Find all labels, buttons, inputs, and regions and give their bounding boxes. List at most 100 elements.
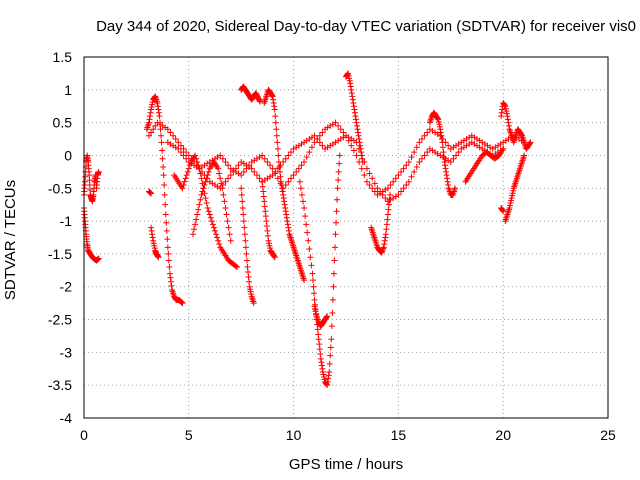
data-point (220, 191, 227, 198)
data-point (227, 237, 234, 244)
data-point (298, 162, 305, 169)
data-point (209, 221, 216, 228)
data-point (383, 221, 390, 228)
data-point (161, 191, 168, 198)
data-point (202, 178, 209, 185)
data-point (160, 172, 167, 179)
data-point (163, 227, 170, 234)
data-point (157, 126, 164, 133)
data-point (350, 99, 357, 106)
data-point (180, 145, 187, 152)
data-point (215, 237, 222, 244)
data-point (521, 152, 528, 159)
data-point (263, 218, 270, 225)
data-point (411, 168, 418, 175)
data-point (207, 214, 214, 221)
data-point (348, 90, 355, 97)
data-point (439, 144, 446, 151)
data-point (384, 211, 391, 218)
data-point (166, 264, 173, 271)
data-point (196, 201, 203, 208)
data-point (411, 149, 418, 156)
series-arc-j (238, 185, 257, 307)
data-point (271, 103, 278, 110)
data-point (283, 211, 290, 218)
data-point (275, 152, 282, 159)
data-point (333, 219, 340, 226)
data-point (329, 309, 336, 316)
data-point (192, 221, 199, 228)
data-point (332, 231, 339, 238)
data-point (330, 283, 337, 290)
data-point (287, 175, 294, 182)
data-point (274, 139, 281, 146)
x-tick-label: 0 (80, 427, 88, 443)
data-point (238, 172, 245, 179)
series-arc-t (502, 152, 528, 225)
data-point (158, 139, 165, 146)
data-point (434, 115, 441, 122)
data-point (328, 323, 335, 330)
data-point (206, 211, 213, 218)
data-point (405, 178, 412, 185)
data-point (398, 188, 405, 195)
data-point (232, 263, 239, 270)
data-point (527, 139, 534, 146)
data-point (264, 232, 271, 239)
data-point (272, 170, 279, 177)
data-point (384, 216, 391, 223)
data-point (222, 204, 229, 211)
data-point (310, 283, 317, 290)
data-point (395, 172, 402, 179)
data-point (259, 152, 266, 159)
data-point (155, 109, 162, 116)
data-point (259, 178, 266, 185)
data-point (154, 103, 161, 110)
data-point (329, 296, 336, 303)
data-point (357, 142, 364, 149)
data-point (348, 142, 355, 149)
data-point (325, 375, 332, 382)
data-point (371, 188, 378, 195)
data-point (167, 129, 174, 136)
series-arc-u (498, 204, 507, 215)
data-point (400, 185, 407, 192)
data-point (175, 145, 182, 152)
data-point (366, 170, 373, 177)
data-point (219, 185, 226, 192)
data-point (155, 106, 162, 113)
data-point (421, 132, 428, 139)
data-point (363, 178, 370, 185)
data-point (334, 196, 341, 203)
data-point (272, 113, 279, 120)
data-point (309, 270, 316, 277)
data-point (440, 149, 447, 156)
y-tick-label: 1 (64, 82, 72, 98)
data-point (215, 165, 222, 172)
data-point (304, 229, 311, 236)
data-point (270, 99, 277, 106)
y-tick-label: 0.5 (53, 115, 73, 131)
data-point (352, 116, 359, 123)
data-point (156, 113, 163, 120)
data-point (416, 159, 423, 166)
data-point (363, 165, 370, 172)
data-point (353, 119, 360, 126)
data-point (280, 191, 287, 198)
series-arc-h (189, 159, 234, 244)
data-point (193, 216, 200, 223)
x-tick-label: 5 (185, 427, 193, 443)
data-point (355, 129, 362, 136)
data-point (272, 119, 279, 126)
data-point (222, 178, 229, 185)
data-point (442, 165, 449, 172)
data-point (285, 152, 292, 159)
data-point (352, 113, 359, 120)
data-point (355, 132, 362, 139)
data-point (262, 208, 269, 215)
data-point (212, 227, 218, 234)
data-point (180, 181, 187, 188)
data-point (269, 93, 276, 100)
data-point (235, 162, 242, 169)
